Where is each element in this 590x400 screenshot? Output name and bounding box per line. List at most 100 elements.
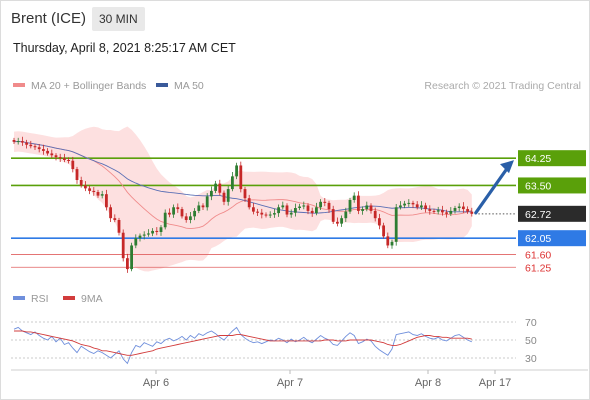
candle-body: [357, 195, 360, 211]
candle-body: [138, 235, 142, 239]
candle-body: [256, 211, 259, 213]
candle-body: [37, 147, 41, 150]
candle-body: [189, 216, 192, 220]
instrument-title: Brent (ICE): [11, 10, 87, 27]
candle-body: [382, 225, 385, 237]
candle-body: [12, 140, 16, 142]
level-tag-64.25: [518, 150, 586, 167]
candle-body: [54, 155, 58, 158]
candle-body: [184, 216, 188, 220]
candle-body: [281, 205, 285, 208]
forecast-arrow-shaft: [474, 165, 510, 215]
candle-body: [432, 210, 436, 212]
candle-body: [96, 192, 100, 196]
candle-body: [58, 157, 62, 159]
legend-rsi-ma: 9MA: [63, 293, 103, 305]
candle-body: [231, 176, 234, 190]
rsi-line: [13, 326, 472, 365]
candle-body: [197, 205, 201, 211]
candle-body: [394, 207, 398, 242]
datetime-label: Thursday, April 8, 2021 8:25:17 AM CET: [13, 41, 236, 55]
x-axis-label: Apr 17: [479, 377, 511, 389]
candle-body: [336, 221, 339, 224]
candle-body: [403, 203, 406, 206]
candle-body: [273, 213, 276, 215]
level-label-61.60: 61.60: [525, 250, 551, 262]
candle-body: [205, 196, 209, 208]
candle-body: [92, 190, 96, 192]
candle-body: [79, 180, 83, 186]
legend-ma-bollinger: MA 20 + Bollinger Bands: [13, 80, 146, 92]
candle-body: [201, 205, 205, 208]
ma50-swatch-icon: [156, 83, 168, 88]
candle-body: [378, 218, 381, 226]
candle-body: [105, 194, 108, 208]
candle-body: [369, 205, 373, 211]
candle-body: [390, 241, 394, 246]
legend-ma-bollinger-label: MA 20 + Bollinger Bands: [31, 80, 147, 92]
rsi-ma-line: [14, 330, 472, 356]
candle-body: [163, 212, 167, 228]
candle-body: [142, 234, 146, 236]
timeframe-button[interactable]: 30 MIN: [92, 7, 145, 31]
candle-body: [310, 210, 314, 214]
candle-body: [331, 209, 335, 222]
candle-body: [407, 202, 411, 204]
candle-body: [117, 220, 121, 233]
x-axis-label: Apr 8: [415, 377, 441, 389]
candle-body: [151, 230, 154, 234]
candle-body: [25, 142, 28, 145]
bollinger-band-area: [14, 126, 472, 272]
candle-body: [411, 202, 415, 205]
candle-body: [121, 232, 125, 259]
legend-rsi-ma-label: 9MA: [81, 293, 103, 305]
candle-body: [306, 205, 310, 211]
candle-body: [252, 207, 255, 212]
rsi-tick-label-50: 50: [525, 335, 537, 347]
candle-body: [386, 236, 390, 246]
candle-body: [428, 209, 432, 211]
candle-body: [42, 149, 45, 151]
candle-body: [445, 212, 448, 214]
rsi-swatch-icon: [13, 296, 25, 301]
candle-body: [441, 210, 444, 213]
candle-body: [294, 208, 297, 213]
forecast-arrow-head-icon: [500, 160, 514, 174]
candle-body: [168, 212, 171, 215]
candle-body: [453, 208, 457, 211]
legend-ma50: MA 50: [156, 80, 204, 92]
legend-rsi: RSI: [13, 293, 49, 305]
candle-body: [84, 185, 87, 189]
x-axis-label: Apr 6: [143, 377, 169, 389]
candle-body: [16, 141, 20, 143]
candle-body: [315, 207, 318, 214]
candle-body: [415, 204, 419, 208]
candle-body: [113, 218, 117, 220]
candle-body: [424, 205, 427, 210]
level-tag-62.72: [518, 205, 586, 222]
candle-body: [130, 245, 133, 270]
rsi-tick-label-30: 30: [525, 353, 537, 365]
candle-body: [75, 169, 79, 180]
candle-body: [399, 205, 402, 208]
candle-body: [243, 189, 247, 199]
legend-rsi-label: RSI: [31, 293, 49, 305]
candle-body: [348, 200, 352, 212]
candle-body: [247, 198, 251, 208]
candle-body: [235, 165, 238, 177]
candle-body: [285, 205, 289, 215]
level-label-64.25: 64.25: [525, 153, 551, 165]
candle-body: [63, 158, 66, 160]
candle-body: [319, 201, 322, 208]
candle-body: [277, 207, 280, 214]
candle-body: [88, 188, 91, 191]
candle-body: [352, 195, 356, 200]
level-tag-63.50: [518, 177, 586, 194]
level-label-63.50: 63.50: [525, 180, 551, 192]
candle-body: [218, 183, 222, 193]
candle-body: [29, 144, 33, 147]
candle-body: [327, 202, 331, 210]
candle-body: [298, 206, 301, 208]
level-label-62.05: 62.05: [525, 233, 551, 245]
